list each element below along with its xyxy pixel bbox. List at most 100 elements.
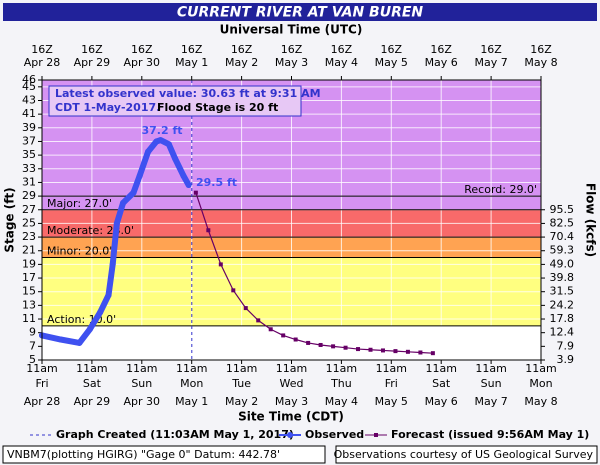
footer-right: Observations courtesy of US Geological S… (334, 448, 594, 461)
x-tick-day: Sun (481, 377, 502, 390)
top-tick-utc: 16Z (281, 43, 303, 56)
legend-created: Graph Created (11:03AM May 1, 2017) (56, 428, 294, 441)
observed-point (130, 189, 137, 196)
y-tick-label: 39 (22, 121, 36, 134)
top-tick-date: May 3 (275, 56, 308, 69)
x-tick-label: 11am (26, 362, 57, 375)
x-tick-date: May 6 (425, 395, 458, 408)
y2-axis-title: Flow (kcfs) (584, 183, 598, 257)
x-tick-day: Fri (35, 377, 48, 390)
forecast-point (256, 318, 261, 323)
forecast-point (430, 351, 435, 356)
y-tick-label: 5 (29, 353, 36, 366)
x-tick-label: 11am (425, 362, 456, 375)
y-tick-label: 37 (22, 134, 36, 147)
top-tick-date: May 4 (325, 56, 358, 69)
forecast-point (206, 228, 211, 233)
y-tick-label: 23 (22, 230, 36, 243)
y-tick-label: 21 (22, 244, 36, 257)
y-tick-label: 35 (22, 148, 36, 161)
x-tick-label: 11am (326, 362, 357, 375)
x-tick-day: Sat (83, 377, 102, 390)
x-tick-date: May 1 (175, 395, 208, 408)
top-tick-utc: 16Z (231, 43, 253, 56)
forecast-point (218, 262, 223, 267)
annotation: 37.2 ft (141, 124, 182, 137)
forecast-point (306, 340, 311, 345)
x-tick-date: May 4 (325, 395, 358, 408)
x-tick-date: Apr 30 (124, 395, 161, 408)
top-tick-date: Apr 30 (124, 56, 161, 69)
x-tick-day: Tue (231, 377, 251, 390)
observed-point (185, 181, 192, 188)
y2-tick-label: 7.9 (557, 339, 575, 352)
note-line: CDT 1-May-2017. (55, 101, 160, 114)
x-tick-label: 11am (276, 362, 307, 375)
y2-tick-label: 24.2 (550, 298, 575, 311)
top-tick-date: Apr 28 (24, 56, 61, 69)
observed-point (180, 172, 187, 179)
top-axis-title: Universal Time (UTC) (220, 23, 363, 37)
observed-point (109, 261, 116, 268)
record-label: Record: 29.0' (464, 183, 537, 196)
y2-tick-label: 95.5 (550, 203, 575, 216)
observed-point (57, 336, 64, 343)
observed-point (86, 326, 93, 333)
observed-point (145, 148, 152, 155)
x-tick-day: Mon (529, 377, 552, 390)
y-tick-label: 19 (22, 257, 36, 270)
top-tick-date: May 5 (375, 56, 408, 69)
x-tick-date: May 8 (524, 395, 557, 408)
y-tick-label: 13 (22, 298, 36, 311)
flood-stage-label: Action: 10.0' (47, 313, 116, 326)
legend-observed-dot (287, 432, 293, 438)
flood-stage-label: Moderate: 23.0' (47, 224, 134, 237)
forecast-point (243, 306, 248, 311)
top-tick-utc: 16Z (181, 43, 203, 56)
forecast-line (195, 192, 434, 354)
forecast-point (331, 344, 336, 349)
forecast-point (318, 342, 323, 347)
top-tick-date: May 7 (474, 56, 507, 69)
title-bar (3, 3, 597, 21)
forecast-point (268, 327, 273, 332)
flood-stage-label: Minor: 20.0' (47, 245, 112, 258)
plot-border (41, 79, 542, 361)
y-tick-label: 11 (22, 312, 36, 325)
x-tick-label: 11am (126, 362, 157, 375)
y2-tick-label: 59.3 (550, 244, 575, 257)
y-tick-label: 33 (22, 162, 36, 175)
observed-point (113, 220, 120, 227)
x-tick-label: 11am (376, 362, 407, 375)
x-tick-date: May 5 (375, 395, 408, 408)
legend-forecast-marker (374, 433, 378, 437)
x-tick-date: May 3 (275, 395, 308, 408)
legend-observed: Observed (305, 428, 364, 441)
observed-point (105, 292, 112, 299)
x-tick-day: Thu (330, 377, 352, 390)
top-tick-date: May 2 (225, 56, 258, 69)
top-tick-utc: 16Z (480, 43, 502, 56)
y2-tick-label: 17.8 (550, 312, 575, 325)
x-tick-day: Wed (280, 377, 304, 390)
forecast-point (356, 347, 361, 352)
x-tick-date: Apr 28 (24, 395, 61, 408)
top-tick-utc: 16Z (31, 43, 53, 56)
y2-tick-label: 31.5 (550, 285, 575, 298)
footer-left: VNBM7(plotting HGIRG) "Gage 0" Datum: 44… (7, 448, 280, 461)
observed-point (76, 339, 83, 346)
y-axis-title: Stage (ft) (3, 187, 17, 252)
observed-point (120, 199, 127, 206)
x-tick-day: Sat (432, 377, 451, 390)
y2-tick-label: 70.4 (550, 230, 575, 243)
x-tick-date: May 2 (225, 395, 258, 408)
y-tick-label: 15 (22, 285, 36, 298)
y2-tick-label: 12.4 (550, 326, 575, 339)
note-box (48, 85, 302, 117)
observed-point (136, 172, 143, 179)
top-tick-date: Apr 29 (74, 56, 111, 69)
forecast-point (231, 288, 236, 293)
note-flood: Flood Stage is 20 ft (157, 101, 278, 114)
top-tick-utc: 16Z (381, 43, 403, 56)
